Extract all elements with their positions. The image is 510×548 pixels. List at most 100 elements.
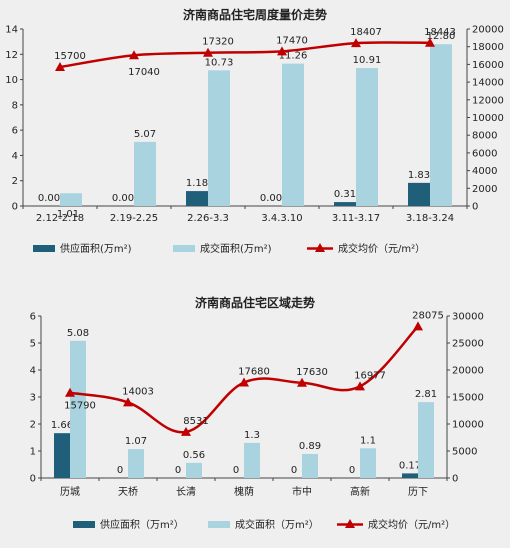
supply-bar-label: 0	[349, 465, 355, 476]
sales-bar-label: 11.26	[279, 51, 308, 62]
legend-price-marker	[345, 519, 355, 528]
sales-bar-label: 1.1	[360, 435, 376, 446]
right-tick-label: 10000	[452, 420, 484, 431]
price-marker	[413, 321, 423, 331]
right-tick-label: 15000	[452, 393, 484, 404]
left-tick-label: 2	[12, 176, 18, 187]
price-line	[59, 41, 431, 69]
category-label: 3.11-3.17	[332, 213, 380, 224]
price-marker	[55, 62, 65, 72]
sales-bar-label: 12.80	[427, 31, 456, 42]
left-tick-label: 12	[5, 50, 18, 61]
price-marker	[425, 37, 435, 47]
price-marker	[129, 50, 139, 60]
left-tick-label: 6	[30, 312, 36, 323]
sales-bar	[360, 448, 376, 478]
right-tick-label: 8000	[472, 131, 497, 142]
category-label: 槐荫	[234, 485, 254, 498]
legend-price-label: 成交均价（元/m²）	[368, 518, 455, 531]
supply-bar-label: 0.00	[38, 193, 60, 204]
price-marker	[277, 46, 287, 56]
sales-bar	[244, 442, 260, 478]
supply-bar-label: 0	[117, 465, 123, 476]
category-label: 2.19-2.25	[110, 213, 158, 224]
price-marker	[297, 377, 307, 387]
sales-bar-label: 10.91	[353, 55, 382, 66]
right-tick-label: 16000	[472, 60, 504, 71]
supply-bar	[408, 182, 430, 206]
right-tick-label: 0	[472, 202, 478, 213]
supply-bar-label: 1.66	[51, 420, 73, 431]
sales-bar-label: 2.81	[415, 389, 437, 400]
category-label: 3.18-3.24	[406, 213, 454, 224]
category-label: 高新	[350, 485, 370, 498]
price-marker	[123, 397, 133, 407]
sales-bar	[430, 44, 452, 206]
chart-district-trend: 济南商品住宅区域走势 0 1 2 3 4 5 6 0 5000 10000 15000 20000 25…	[30, 295, 484, 531]
category-label: 历下	[408, 486, 428, 498]
price-label: 15700	[54, 51, 86, 62]
category-label: 历城	[60, 486, 80, 498]
supply-bar-label: 0.31	[334, 189, 356, 200]
supply-bar	[334, 202, 356, 206]
price-label: 17470	[276, 35, 308, 46]
left-tick-label: 0	[30, 474, 36, 485]
price-label: 17320	[202, 37, 234, 48]
supply-bar-label: 1.83	[408, 170, 430, 181]
left-tick-label: 5	[30, 339, 36, 350]
left-tick-label: 1	[30, 447, 36, 458]
right-tick-label: 4000	[472, 166, 497, 177]
legend-sales-label: 成交面积(万m²)	[200, 242, 272, 255]
legend-supply-label: 供应面积（万m²）	[100, 518, 184, 531]
left-tick-label: 14	[5, 25, 18, 36]
category-label: 长清	[176, 485, 196, 498]
legend-supply-label: 供应面积(万m²)	[60, 242, 132, 255]
left-tick-label: 6	[12, 126, 18, 137]
right-tick-label: 6000	[472, 148, 497, 159]
right-tick-label: 20000	[472, 25, 504, 36]
sales-bar-label: 0.89	[299, 441, 321, 452]
right-tick-label: 12000	[472, 95, 504, 106]
legend-price-marker	[315, 243, 325, 252]
legend-price-label: 成交均价（元/m²）	[338, 242, 425, 255]
supply-bar-label: 1.18	[186, 178, 208, 189]
sales-bar-label: 5.07	[134, 129, 156, 140]
price-label: 17630	[296, 367, 328, 378]
price-label: 18443	[424, 27, 456, 38]
category-label: 2.26-3.3	[187, 213, 229, 224]
right-tick-label: 18000	[472, 42, 504, 53]
sales-bar	[60, 193, 82, 206]
chart-title: 济南商品住宅区域走势	[195, 295, 315, 310]
left-tick-label: 4	[12, 151, 18, 162]
legend-sales-swatch	[173, 245, 195, 252]
right-tick-label: 2000	[472, 184, 497, 195]
supply-bar-label: 0	[291, 465, 297, 476]
legend-sales-swatch	[208, 521, 230, 528]
price-marker	[355, 381, 365, 391]
chart-weekly-volume-price: 济南商品住宅周度量价走势 0 2 4 6 8 10 12 14 0 2000 4000 6000 800…	[5, 7, 504, 255]
sales-bar-label: 1.01	[57, 209, 79, 220]
sales-bar-label: 1.07	[125, 436, 147, 447]
legend-sales-label: 成交面积（万m²）	[235, 518, 319, 531]
right-tick-label: 0	[452, 474, 458, 485]
sales-bar	[208, 70, 230, 207]
price-label: 14003	[122, 386, 154, 397]
left-tick-label: 0	[12, 202, 18, 213]
sales-bar-label: 1.3	[244, 430, 260, 441]
supply-bar	[54, 433, 70, 478]
price-label: 17040	[128, 67, 160, 78]
supply-bar-label: 0	[233, 465, 239, 476]
sales-bar	[186, 462, 202, 478]
right-tick-label: 5000	[452, 447, 477, 458]
price-marker	[181, 426, 191, 436]
left-tick-label: 8	[12, 100, 18, 111]
sales-bar	[356, 68, 378, 206]
sales-bar	[128, 449, 144, 478]
sales-bar	[418, 402, 434, 478]
left-tick-label: 3	[30, 393, 36, 404]
supply-bar-label: 0.00	[112, 193, 134, 204]
category-label: 2.12-2.18	[36, 213, 84, 224]
sales-bar	[282, 63, 304, 206]
supply-bar	[402, 473, 418, 478]
